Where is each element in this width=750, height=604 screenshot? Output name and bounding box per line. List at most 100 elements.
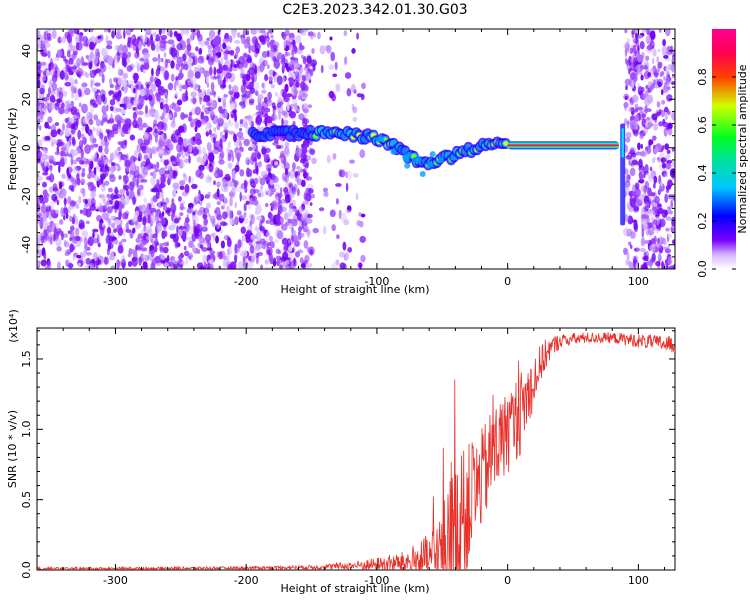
noise-speckle xyxy=(174,156,180,166)
noise-speckle xyxy=(79,209,83,214)
noise-speckle xyxy=(644,62,649,69)
noise-speckle xyxy=(142,216,147,226)
noise-speckle xyxy=(239,127,242,132)
noise-speckle xyxy=(100,173,106,180)
noise-speckle xyxy=(299,257,304,264)
noise-speckle xyxy=(647,187,652,197)
noise-speckle xyxy=(188,155,191,164)
noise-speckle xyxy=(267,91,272,101)
noise-speckle xyxy=(150,83,157,92)
noise-speckle xyxy=(305,263,313,268)
noise-speckle xyxy=(85,220,90,225)
noise-speckle xyxy=(359,235,367,243)
noise-speckle xyxy=(653,144,656,150)
noise-speckle xyxy=(61,173,66,179)
noise-speckle xyxy=(351,48,356,54)
noise-speckle xyxy=(295,35,302,44)
noise-speckle xyxy=(64,72,69,81)
noise-speckle xyxy=(647,72,651,78)
x-tick-label: 0 xyxy=(504,574,511,587)
noise-speckle xyxy=(63,214,66,221)
noise-speckle xyxy=(209,215,212,221)
noise-speckle xyxy=(651,225,656,231)
noise-speckle xyxy=(198,48,203,56)
noise-speckle xyxy=(625,48,629,54)
noise-speckle xyxy=(195,46,199,52)
noise-speckle xyxy=(644,97,651,107)
noise-speckle xyxy=(175,63,181,71)
noise-speckle xyxy=(632,129,639,134)
noise-speckle xyxy=(63,205,67,213)
noise-speckle xyxy=(201,104,205,110)
noise-speckle xyxy=(163,223,167,231)
noise-speckle xyxy=(89,41,95,50)
noise-speckle xyxy=(344,252,349,261)
snr-plot-frame xyxy=(36,327,676,571)
noise-speckle xyxy=(140,204,147,214)
noise-speckle xyxy=(159,182,166,189)
noise-speckle xyxy=(159,102,164,110)
noise-speckle xyxy=(185,89,188,99)
noise-speckle xyxy=(652,48,657,57)
noise-speckle xyxy=(277,204,283,215)
noise-speckle xyxy=(135,237,141,244)
noise-speckle xyxy=(137,63,140,73)
noise-speckle xyxy=(267,249,271,255)
noise-speckle xyxy=(148,94,153,102)
noise-speckle xyxy=(296,188,300,197)
noise-speckle xyxy=(335,183,342,187)
noise-speckle xyxy=(86,246,91,251)
noise-speckle xyxy=(181,154,186,159)
noise-speckle xyxy=(173,218,180,224)
noise-speckle xyxy=(171,132,178,143)
noise-speckle xyxy=(633,205,640,212)
noise-speckle xyxy=(226,67,233,72)
noise-speckle xyxy=(155,69,160,77)
noise-speckle xyxy=(323,187,328,193)
x-tick-label: 100 xyxy=(628,275,649,288)
noise-speckle xyxy=(291,48,295,59)
noise-speckle xyxy=(186,38,191,45)
noise-speckle xyxy=(638,179,645,184)
noise-speckle xyxy=(96,131,99,136)
noise-speckle xyxy=(92,231,95,239)
noise-speckle xyxy=(76,173,80,181)
noise-speckle xyxy=(206,142,212,151)
noise-speckle xyxy=(70,156,74,166)
noise-speckle xyxy=(651,205,659,216)
noise-speckle xyxy=(42,189,48,198)
noise-speckle xyxy=(634,107,639,114)
noise-speckle xyxy=(40,204,47,214)
y-tick-label: 1.5 xyxy=(20,350,33,368)
noise-speckle xyxy=(296,145,299,150)
noise-speckle xyxy=(239,119,244,125)
noise-speckle xyxy=(162,242,169,247)
noise-speckle xyxy=(74,34,80,44)
noise-speckle xyxy=(244,255,248,261)
noise-speckle xyxy=(244,90,251,99)
noise-speckle xyxy=(97,35,102,40)
noise-speckle xyxy=(302,159,309,168)
noise-speckle xyxy=(257,115,262,126)
noise-speckle xyxy=(283,156,287,167)
noise-speckle xyxy=(254,65,258,75)
noise-speckle xyxy=(195,233,200,240)
noise-speckle xyxy=(179,185,185,191)
noise-speckle xyxy=(276,260,280,267)
noise-speckle xyxy=(51,193,58,202)
noise-speckle xyxy=(359,149,366,159)
noise-speckle xyxy=(142,254,147,259)
noise-speckle xyxy=(142,166,149,176)
noise-speckle xyxy=(282,62,285,69)
noise-speckle xyxy=(75,235,81,242)
noise-speckle xyxy=(250,182,256,187)
noise-speckle xyxy=(640,93,646,100)
noise-speckle xyxy=(178,229,183,237)
noise-speckle xyxy=(629,167,636,177)
noise-speckle xyxy=(70,225,75,232)
signal-blob xyxy=(429,151,436,158)
noise-speckle xyxy=(215,235,219,244)
noise-speckle xyxy=(92,199,97,203)
noise-speckle xyxy=(177,106,181,112)
noise-speckle xyxy=(178,72,184,79)
